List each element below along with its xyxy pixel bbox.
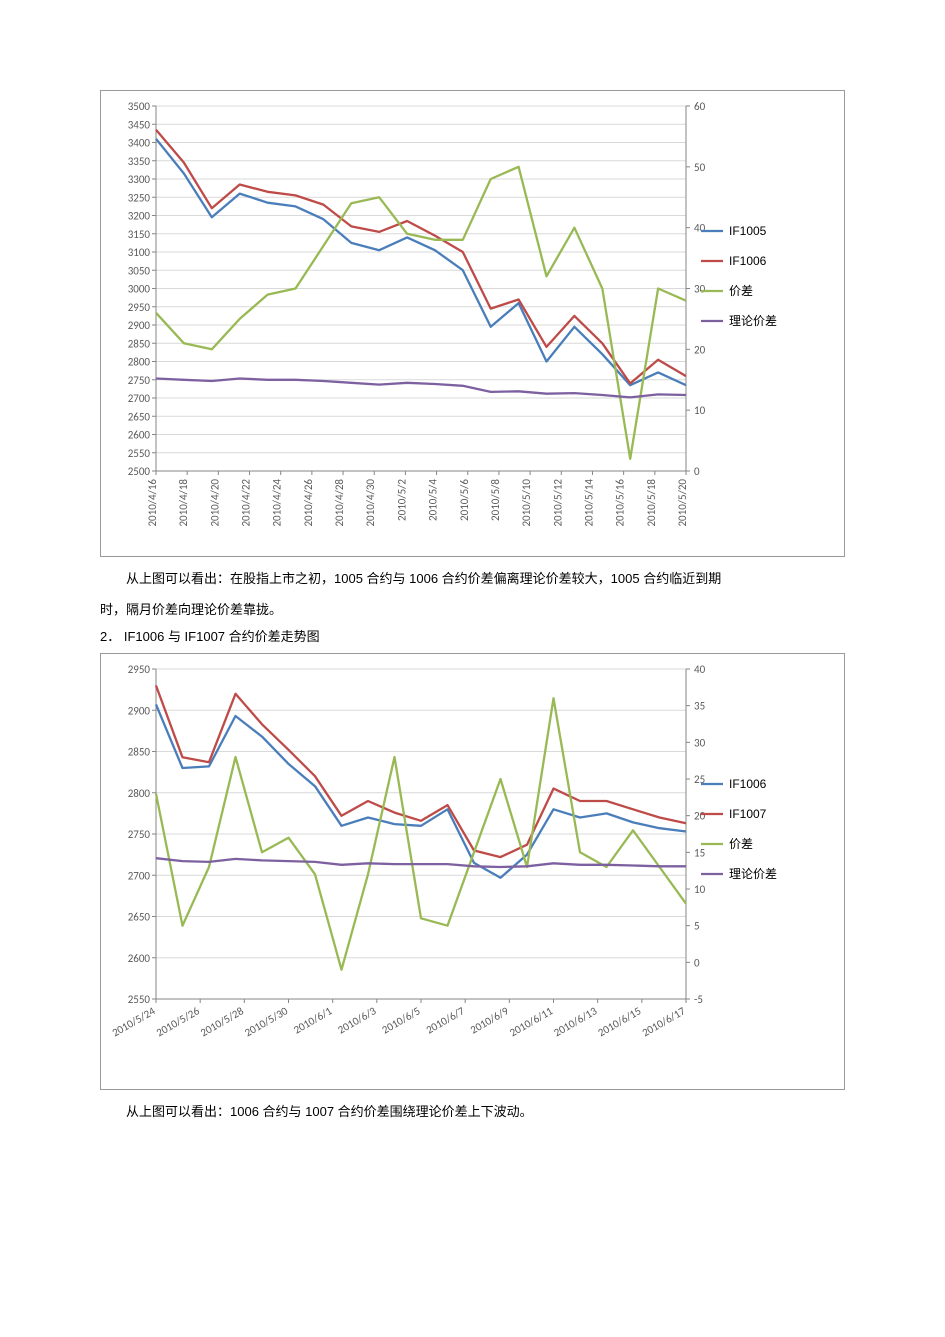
svg-text:2650: 2650	[128, 911, 151, 924]
section2-title-text: IF1006 与 IF1007 合约价差走势图	[124, 629, 320, 644]
svg-text:IF1007: IF1007	[729, 807, 767, 821]
svg-text:2500: 2500	[128, 465, 151, 478]
svg-text:40: 40	[694, 222, 706, 235]
svg-text:60: 60	[694, 100, 706, 113]
svg-text:2750: 2750	[128, 374, 151, 387]
svg-text:2010/4/26: 2010/4/26	[302, 479, 315, 527]
svg-text:10: 10	[694, 883, 706, 896]
svg-text:理论价差: 理论价差	[729, 314, 777, 328]
svg-text:2010/5/20: 2010/5/20	[676, 479, 689, 527]
chart2-caption: 从上图可以看出：1006 合约与 1007 合约价差围绕理论价差上下波动。	[100, 1100, 845, 1125]
svg-text:2010/4/16: 2010/4/16	[146, 479, 159, 527]
svg-text:2800: 2800	[128, 356, 151, 369]
svg-text:2010/5/16: 2010/5/16	[614, 479, 627, 527]
chart2-svg: 2550 2600 2650 2700 2750 2800 2850 2900 2950 -5 0 5…	[101, 654, 801, 1084]
svg-text:价差: 价差	[729, 837, 753, 851]
svg-text:2650: 2650	[128, 410, 151, 423]
svg-text:2010/4/28: 2010/4/28	[333, 479, 346, 527]
svg-text:3300: 3300	[128, 173, 151, 186]
chart1-caption-line2: 时，隔月价差向理论价差靠拢。	[100, 598, 845, 623]
svg-text:2600: 2600	[128, 429, 151, 442]
svg-text:3250: 3250	[128, 191, 151, 204]
svg-text:2850: 2850	[128, 746, 151, 759]
svg-text:3500: 3500	[128, 100, 151, 113]
svg-text:0: 0	[694, 465, 700, 478]
svg-text:20: 20	[694, 343, 706, 356]
svg-text:3200: 3200	[128, 210, 151, 223]
svg-text:3400: 3400	[128, 137, 151, 150]
svg-text:2010/5/2: 2010/5/2	[395, 479, 408, 521]
svg-text:3100: 3100	[128, 246, 151, 259]
svg-text:2900: 2900	[128, 705, 151, 718]
svg-text:2010/4/30: 2010/4/30	[364, 479, 377, 527]
svg-text:15: 15	[694, 847, 705, 860]
chart1-container: 2500 2550 2600 2650 2700 2750 2800 2850 2900 2950…	[100, 90, 845, 557]
svg-text:2010/5/12: 2010/5/12	[551, 479, 564, 527]
svg-text:3000: 3000	[128, 283, 151, 296]
svg-text:2010/5/4: 2010/5/4	[427, 479, 440, 521]
svg-text:3150: 3150	[128, 228, 151, 241]
chart1-svg: 2500 2550 2600 2650 2700 2750 2800 2850 2900 2950…	[101, 91, 801, 551]
section2-number: 2．	[100, 629, 120, 644]
svg-text:2750: 2750	[128, 828, 151, 841]
chart1-caption-line1: 从上图可以看出：在股指上市之初，1005 合约与 1006 合约价差偏离理论价差…	[100, 567, 845, 592]
svg-text:5: 5	[694, 920, 700, 933]
svg-text:30: 30	[694, 737, 706, 750]
svg-text:2550: 2550	[128, 993, 151, 1006]
svg-text:10: 10	[694, 404, 706, 417]
svg-text:2550: 2550	[128, 447, 151, 460]
svg-text:20: 20	[694, 810, 706, 823]
svg-text:2010/5/6: 2010/5/6	[458, 479, 471, 521]
svg-text:2010/4/18: 2010/4/18	[177, 479, 190, 527]
svg-text:2010/4/20: 2010/4/20	[208, 479, 221, 527]
svg-text:2010/5/14: 2010/5/14	[582, 479, 595, 527]
svg-text:2600: 2600	[128, 952, 151, 965]
svg-text:35: 35	[694, 700, 705, 713]
svg-text:0: 0	[694, 957, 700, 970]
svg-text:3050: 3050	[128, 264, 151, 277]
svg-text:40: 40	[694, 663, 706, 676]
svg-text:IF1005: IF1005	[729, 224, 767, 238]
svg-text:2010/4/22: 2010/4/22	[240, 479, 253, 527]
svg-text:50: 50	[694, 161, 706, 174]
svg-text:价差: 价差	[729, 284, 753, 298]
svg-text:2700: 2700	[128, 392, 151, 405]
svg-text:2010/4/24: 2010/4/24	[271, 479, 284, 527]
section2-heading: 2． IF1006 与 IF1007 合约价差走势图	[100, 626, 845, 645]
svg-text:2010/5/8: 2010/5/8	[489, 479, 502, 521]
svg-text:IF1006: IF1006	[729, 777, 767, 791]
chart2-container: 2550 2600 2650 2700 2750 2800 2850 2900 2950 -5 0 5…	[100, 653, 845, 1090]
svg-text:3450: 3450	[128, 118, 151, 131]
svg-text:2900: 2900	[128, 319, 151, 332]
svg-text:IF1006: IF1006	[729, 254, 767, 268]
svg-text:2850: 2850	[128, 337, 151, 350]
svg-text:2010/5/18: 2010/5/18	[645, 479, 658, 527]
svg-text:3350: 3350	[128, 155, 151, 168]
svg-text:-5: -5	[694, 993, 703, 1006]
svg-text:2010/5/10: 2010/5/10	[520, 479, 533, 527]
svg-text:30: 30	[694, 283, 706, 296]
svg-text:理论价差: 理论价差	[729, 867, 777, 881]
svg-text:2950: 2950	[128, 663, 151, 676]
svg-text:2950: 2950	[128, 301, 151, 314]
svg-text:2700: 2700	[128, 870, 151, 883]
svg-text:2800: 2800	[128, 787, 151, 800]
page: 2500 2550 2600 2650 2700 2750 2800 2850 2900 2950…	[0, 0, 945, 1185]
